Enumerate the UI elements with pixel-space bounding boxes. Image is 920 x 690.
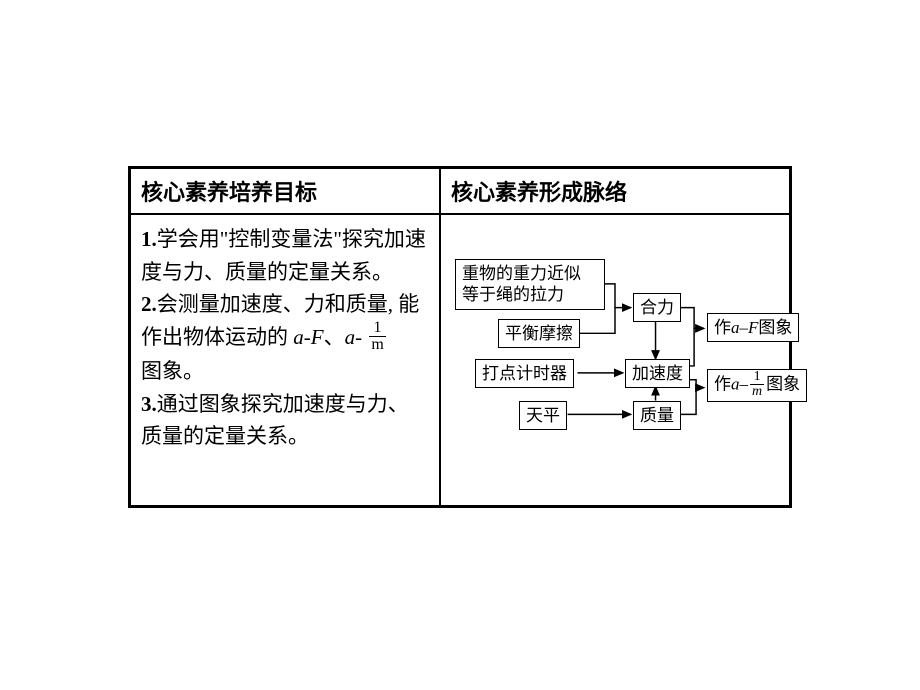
goal-2-num: 2. (141, 292, 157, 316)
diagram-cell: 重物的重力近似 等于绳的拉力 平衡摩擦 打点计时器 天平 合力 加速度 质量 作… (441, 215, 789, 505)
flowchart: 重物的重力近似 等于绳的拉力 平衡摩擦 打点计时器 天平 合力 加速度 质量 作… (441, 215, 789, 505)
out-aF-dash: – (740, 318, 749, 337)
goal-2-frac-top: 1 (369, 320, 385, 337)
node-resultant: 合力 (633, 293, 681, 322)
out-aF-a: a (731, 318, 740, 337)
node-out-aF: 作a–F图象 (707, 313, 799, 342)
node-out-a1m: 作a–1m图象 (707, 369, 807, 402)
out-a1m-a: a (731, 374, 740, 393)
goal-2-frac-bot: m (369, 337, 385, 353)
node-gravity-l2: 等于绳的拉力 (462, 285, 564, 304)
goals-cell: 1.学会用"控制变量法"探究加速度与力、质量的定量关系。 2.会测量加速度、力和… (131, 215, 441, 505)
body-row: 1.学会用"控制变量法"探究加速度与力、质量的定量关系。 2.会测量加速度、力和… (131, 215, 789, 505)
goal-1-text: 学会用"控制变量法"探究加速度与力、质量的定量关系。 (141, 227, 426, 284)
goal-1: 1.学会用"控制变量法"探究加速度与力、质量的定量关系。 (141, 223, 429, 288)
out-aF-pre: 作 (714, 318, 731, 337)
goal-2-post: 图象。 (141, 359, 204, 383)
header-left: 核心素养培养目标 (131, 169, 441, 213)
goal-3-text: 通过图象探究加速度与力、质量的定量关系。 (141, 392, 409, 449)
node-mass: 质量 (633, 401, 681, 430)
goal-2: 2.会测量加速度、力和质量, 能作出物体运动的 a-F、a- 1m 图象。 (141, 288, 429, 388)
goal-2-sep: 、 (324, 325, 345, 349)
node-balance: 天平 (519, 401, 567, 430)
out-aF-F: F (748, 318, 758, 337)
header-right: 核心素养形成脉络 (441, 169, 789, 213)
goal-1-num: 1. (141, 227, 157, 251)
out-a1m-pre: 作 (714, 374, 731, 393)
out-a1m-frac-bot: m (750, 385, 764, 399)
out-a1m-post: 图象 (766, 374, 800, 393)
out-aF-post: 图象 (758, 318, 792, 337)
goal-2-aF: a-F (293, 325, 323, 349)
node-gravity: 重物的重力近似 等于绳的拉力 (455, 259, 605, 310)
node-timer: 打点计时器 (475, 359, 574, 388)
goal-3: 3.通过图象探究加速度与力、质量的定量关系。 (141, 388, 429, 453)
out-a1m-frac: 1m (750, 370, 764, 399)
main-table: 核心素养培养目标 核心素养形成脉络 1.学会用"控制变量法"探究加速度与力、质量… (128, 166, 792, 508)
node-friction: 平衡摩擦 (498, 319, 580, 348)
node-gravity-l1: 重物的重力近似 (462, 264, 581, 283)
node-accel: 加速度 (625, 359, 690, 388)
header-row: 核心素养培养目标 核心素养形成脉络 (131, 169, 789, 215)
goal-2-frac: 1m (369, 320, 385, 353)
goal-2-a: a- (345, 325, 363, 349)
out-a1m-dash: – (740, 374, 749, 393)
out-a1m-frac-top: 1 (750, 370, 764, 385)
goal-3-num: 3. (141, 392, 157, 416)
